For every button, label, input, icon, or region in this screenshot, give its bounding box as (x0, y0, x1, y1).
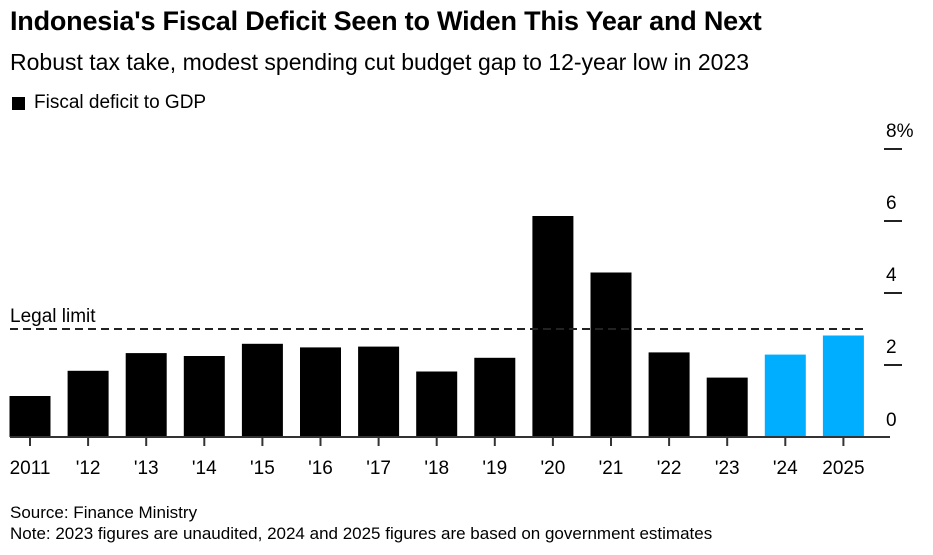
bar-22 (648, 352, 690, 437)
x-tick-label: '16 (308, 458, 333, 479)
x-tick-label: '18 (424, 458, 449, 479)
source-note: Source: Finance Ministry (10, 503, 198, 522)
bar-17 (358, 346, 400, 437)
bar-13 (125, 353, 167, 437)
legend: Fiscal deficit to GDP (12, 92, 206, 114)
bar-14 (183, 356, 225, 437)
legend-label: Fiscal deficit to GDP (34, 92, 207, 113)
y-tick-label: 6 (886, 193, 897, 214)
bar-24 (764, 354, 806, 437)
legal-limit-label: Legal limit (10, 306, 96, 327)
y-axis-ticks: 0 2 4 6 8% (884, 121, 914, 431)
bar-2011 (9, 396, 51, 437)
chart-subtitle: Robust tax take, modest spending cut bud… (10, 49, 750, 75)
bar-19 (474, 357, 516, 437)
x-tick-label: '19 (482, 458, 507, 479)
x-tick-label: '14 (192, 458, 217, 479)
bar-18 (416, 371, 458, 437)
y-tick-label: 4 (886, 265, 897, 286)
y-tick-label: 8% (886, 121, 914, 142)
bar-23 (706, 377, 748, 437)
x-tick-label: '20 (541, 458, 566, 479)
x-tick-label: 2025 (822, 458, 864, 479)
x-tick-label: '22 (657, 458, 682, 479)
bars-group (9, 216, 864, 437)
bar-2025 (822, 335, 864, 437)
x-tick-label: '17 (366, 458, 391, 479)
bar-15 (241, 343, 283, 437)
x-tick-label: '15 (250, 458, 275, 479)
bar-16 (300, 347, 341, 437)
x-tick-label: '13 (134, 458, 159, 479)
x-tick-label: '24 (773, 458, 798, 479)
y-tick-label: 0 (886, 410, 897, 431)
x-axis-ticks: 2011 '12 '13 '14 '15 '16 '17 '18 '19 '20 '21 '22 '23… (10, 437, 865, 479)
x-tick-label: '12 (76, 458, 101, 479)
x-tick-label: 2011 (10, 458, 51, 479)
bar-20 (532, 216, 574, 437)
y-tick-label: 2 (886, 337, 897, 358)
legend-swatch (12, 96, 25, 110)
x-tick-label: '23 (715, 458, 740, 479)
bar-12 (67, 370, 109, 437)
footnote: Note: 2023 figures are unaudited, 2024 a… (10, 524, 713, 543)
chart-title: Indonesia's Fiscal Deficit Seen to Widen… (10, 6, 762, 36)
bar-21 (590, 272, 632, 437)
x-tick-label: '21 (599, 458, 624, 479)
